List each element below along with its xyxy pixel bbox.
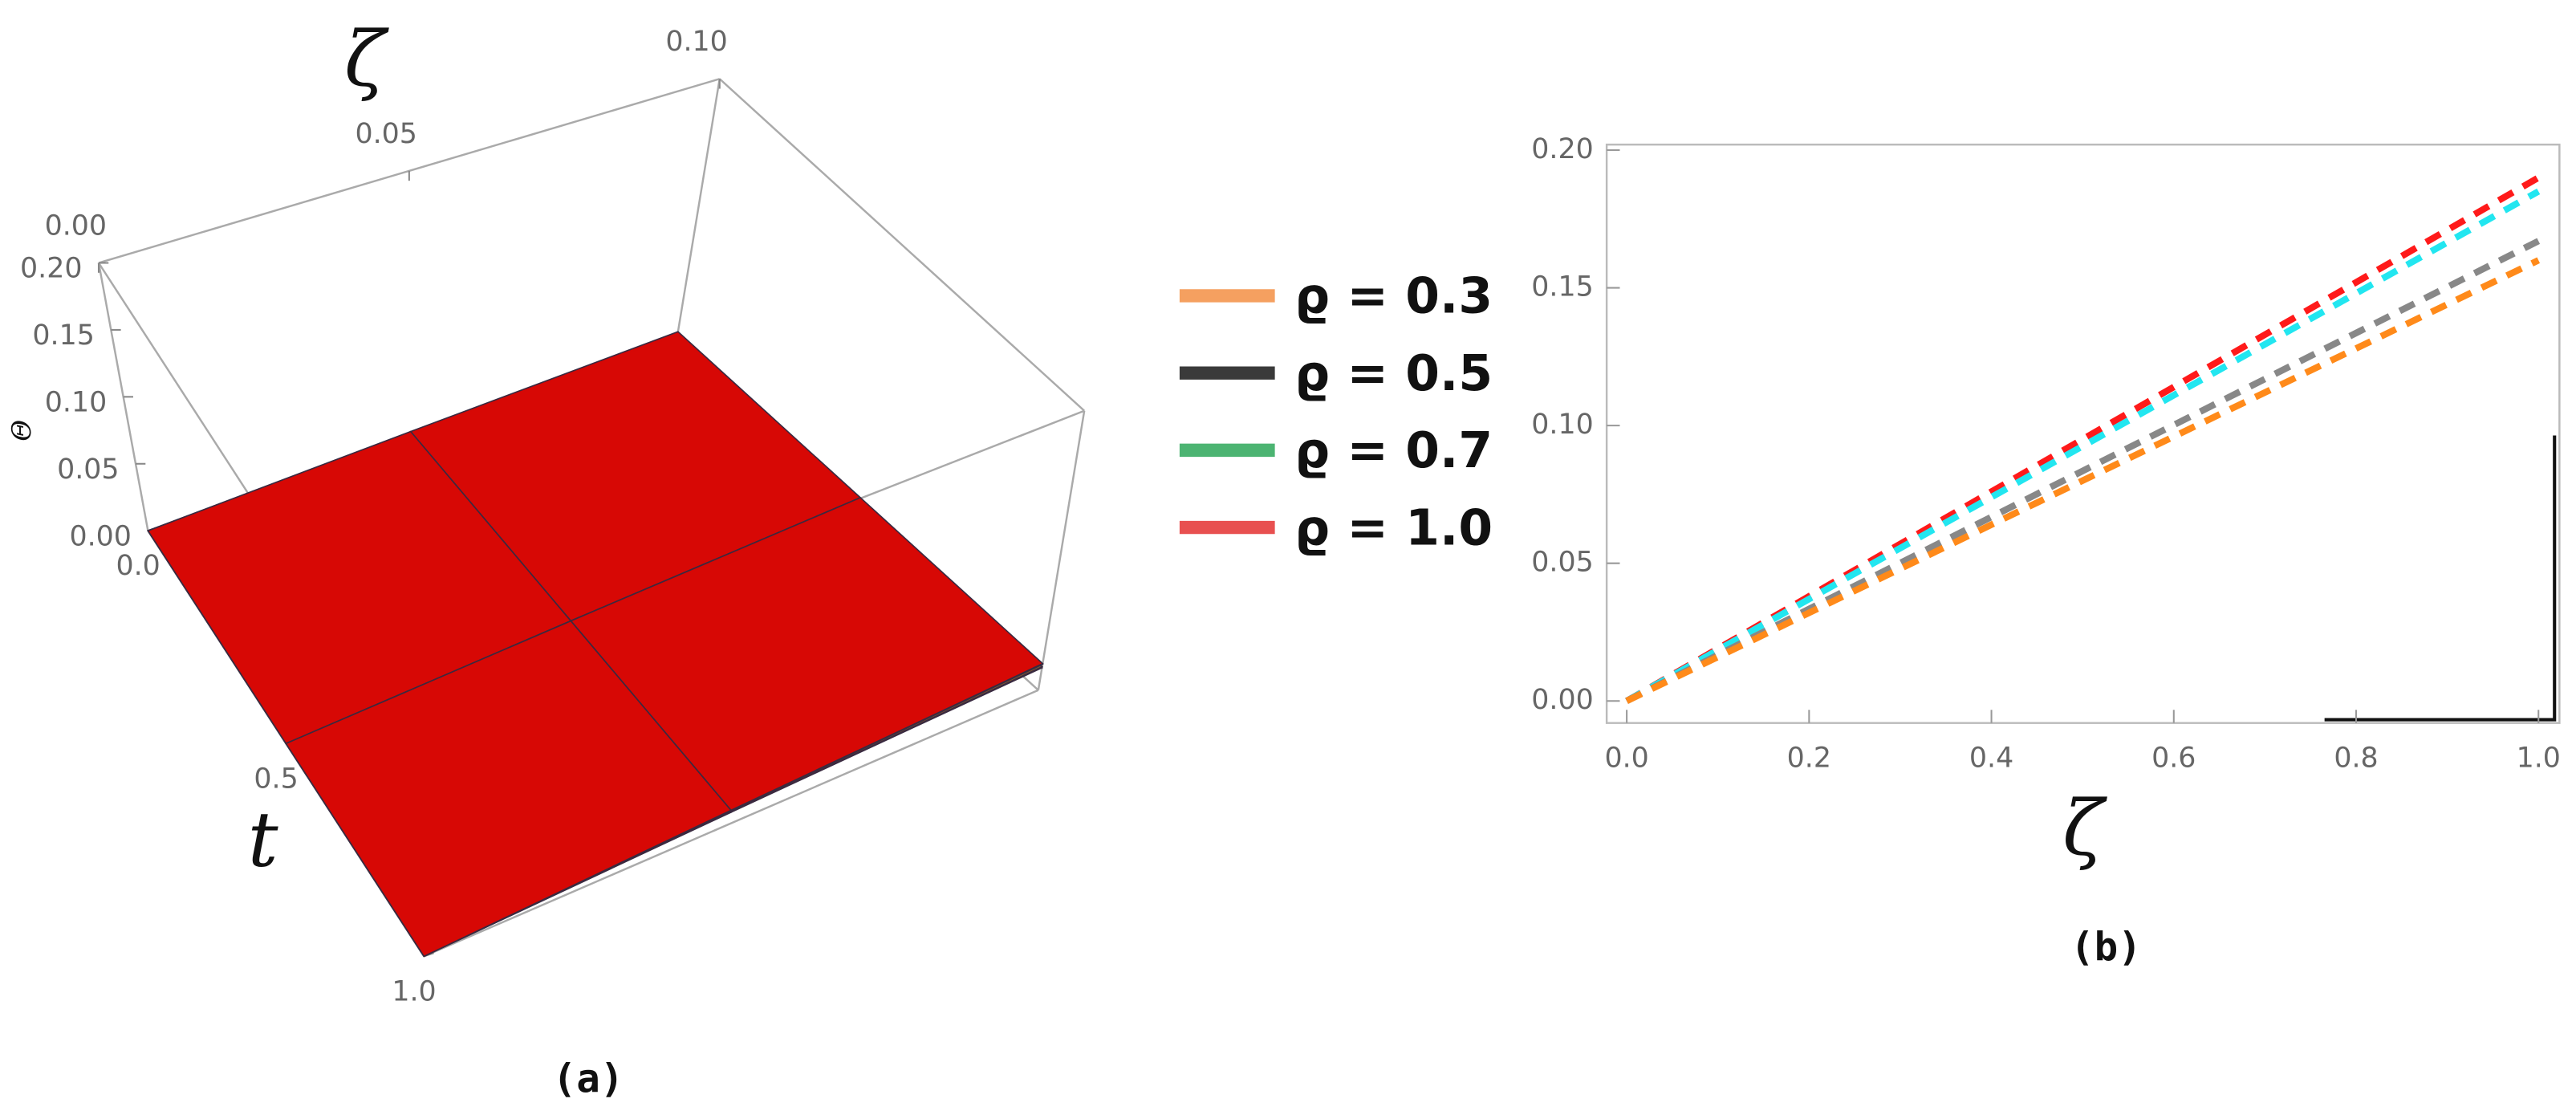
z-tick-label: 0.10	[45, 387, 107, 419]
x-tick-label: 0.2	[1787, 743, 1831, 775]
data-line	[1625, 257, 2541, 704]
y-tick-label: 0.10	[1531, 409, 1593, 441]
x-tick-label: 0.10	[665, 26, 727, 58]
x-tick-label: 0.8	[2334, 743, 2378, 775]
z-tick-label: 0.05	[57, 454, 119, 486]
legend-label: ϱ = 0.3	[1294, 268, 1493, 325]
legend-label: ϱ = 0.7	[1294, 422, 1493, 479]
plot-frame	[1605, 143, 2561, 724]
y-tick-label: 0.0	[116, 550, 160, 582]
x-tick-label: 0.4	[1969, 743, 2013, 775]
caption: (b)	[2070, 924, 2142, 970]
z-tick-label: 0.00	[69, 520, 131, 552]
y-tick-label: 0.15	[1531, 271, 1593, 303]
x-tick-label: 0.0	[1604, 743, 1648, 775]
box-edge	[672, 79, 721, 359]
x-axis-label: ζ	[2062, 785, 2107, 873]
legend-label: ϱ = 1.0	[1294, 499, 1493, 556]
box-edge	[423, 689, 1039, 958]
y-tick-label: 0.00	[1531, 684, 1593, 716]
box-edge	[718, 78, 1085, 412]
y-tick-label: 0.05	[1531, 547, 1593, 579]
y-tick-label: 1.0	[392, 975, 436, 1007]
x-tick-label: 0.00	[45, 210, 107, 242]
y-tick-label: 0.5	[254, 763, 298, 795]
x-axis-label: ζ	[344, 16, 389, 104]
surface-patch	[570, 496, 1044, 812]
z-tick-label: 0.20	[20, 253, 82, 285]
x-tick-label: 0.05	[355, 118, 416, 150]
caption: (a)	[553, 1055, 624, 1101]
legend-label: ϱ = 0.5	[1294, 345, 1493, 402]
y-tick-label: 0.20	[1531, 133, 1593, 165]
x-tick-label: 1.0	[2517, 743, 2561, 775]
x-tick-label: 0.6	[2151, 743, 2196, 775]
z-tick-label: 0.15	[32, 319, 94, 352]
bracket-mark	[2324, 435, 2557, 722]
data-line	[1625, 188, 2541, 704]
box-edge	[1037, 410, 1086, 690]
data-line	[1625, 174, 2541, 704]
z-axis-label: Θ	[6, 420, 37, 441]
y-axis-label: t	[248, 797, 278, 885]
